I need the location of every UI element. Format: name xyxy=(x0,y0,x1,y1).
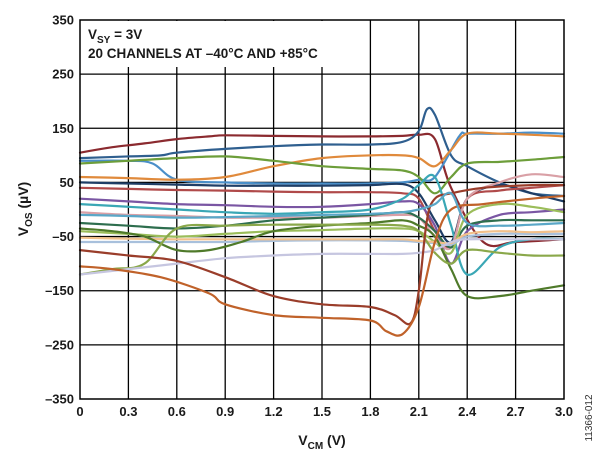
y-tick-label: 150 xyxy=(52,121,74,136)
y-tick-label: –50 xyxy=(52,229,74,244)
y-axis-title: VOS (µV) xyxy=(15,182,35,236)
x-tick-label: 3.0 xyxy=(555,404,573,419)
y-tick-label: –150 xyxy=(45,283,74,298)
series-line-9 xyxy=(78,173,566,276)
series-line-18 xyxy=(78,183,566,326)
series-line-13 xyxy=(78,232,566,247)
annotation-supply: VSY = 3V xyxy=(88,27,142,46)
series-line-5 xyxy=(78,155,566,195)
plot-border xyxy=(79,19,565,400)
x-tick-label: 0.3 xyxy=(119,404,137,419)
x-axis-title: VCM (V) xyxy=(298,432,345,452)
series-line-10 xyxy=(78,173,566,251)
x-tick-label: 1.5 xyxy=(313,404,331,419)
y-tick-label: 250 xyxy=(52,67,74,82)
x-tick-label: 2.1 xyxy=(410,404,428,419)
x-tick-label: 0.9 xyxy=(216,404,234,419)
x-tick-label: 1.2 xyxy=(265,404,283,419)
series-line-17 xyxy=(78,237,566,276)
x-tick-label: 0.6 xyxy=(168,404,186,419)
series-line-14 xyxy=(78,230,566,245)
series-line-16 xyxy=(78,223,566,276)
annotation-channels: 20 CHANNELS AT –40°C AND +85°C xyxy=(88,46,318,61)
x-tick-label: 2.4 xyxy=(458,404,477,419)
series-line-1 xyxy=(78,132,566,248)
x-tick-labels: 0 0.3 0.6 0.9 1.2 1.5 1.8 2.1 2.4 2.7 3.0 xyxy=(76,404,573,419)
y-tick-label: 50 xyxy=(60,175,74,190)
series-line-12 xyxy=(78,202,566,255)
x-tick-label: 0 xyxy=(76,404,83,419)
y-tick-label: –350 xyxy=(45,392,74,407)
series-layer xyxy=(78,106,566,337)
series-line-2 xyxy=(78,106,566,198)
x-tick-label: 2.7 xyxy=(507,404,525,419)
x-tick-label: 1.8 xyxy=(361,404,379,419)
series-line-4 xyxy=(78,131,566,181)
series-line-19 xyxy=(78,194,566,337)
figure-id: 11366-012 xyxy=(584,394,595,442)
grid-lines xyxy=(80,20,564,399)
series-line-20 xyxy=(78,191,566,228)
y-tick-label: –250 xyxy=(45,337,74,352)
series-line-15 xyxy=(78,219,566,300)
y-tick-labels: 350 250 150 50 –50 –150 –250 –350 xyxy=(45,13,74,407)
annotation-box xyxy=(81,21,366,67)
series-line-8 xyxy=(78,197,566,265)
y-tick-label: 350 xyxy=(52,13,74,28)
series-line-7 xyxy=(78,184,566,250)
